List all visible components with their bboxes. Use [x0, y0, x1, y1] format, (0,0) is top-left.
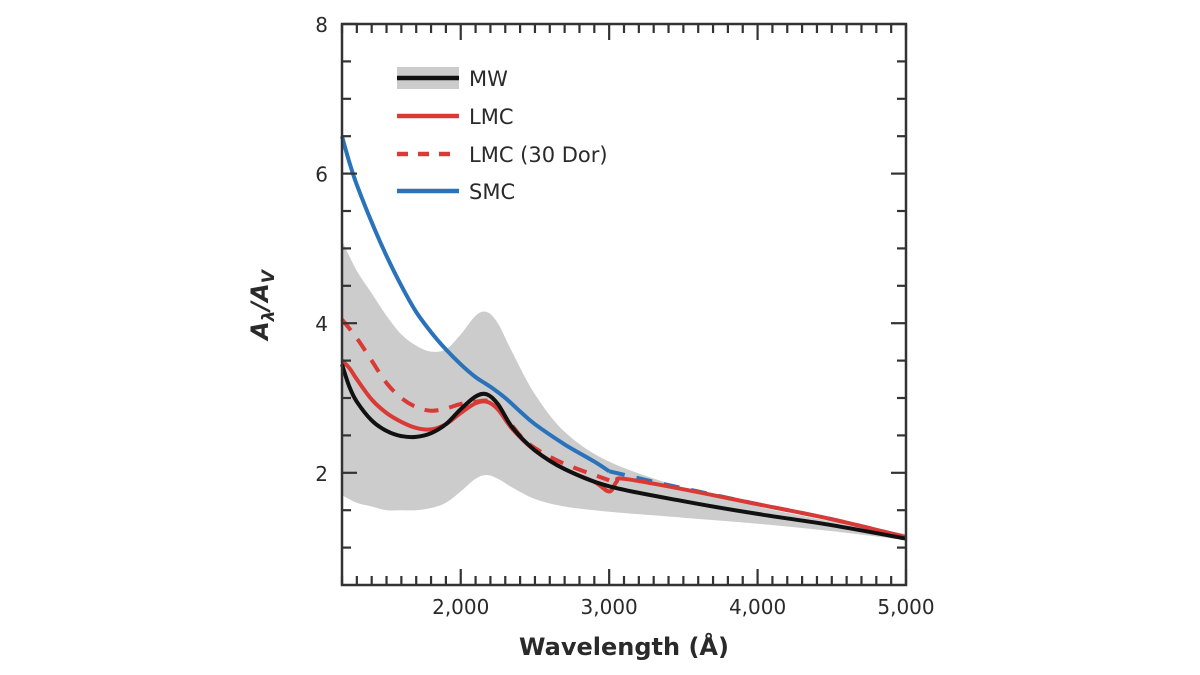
x-tick-label: 3,000 — [581, 595, 638, 619]
y-axis-title-main: A — [246, 321, 274, 342]
series-line-lmc-30-dor — [340, 318, 610, 483]
y-axis-title-slash: /A — [246, 283, 274, 313]
series-line-smc — [340, 135, 611, 473]
y-axis-title-sub1: λ — [259, 311, 279, 323]
y-tick-label: 6 — [315, 163, 328, 187]
mw-range-band-layer — [342, 240, 906, 541]
legend-item-smc: SMC — [397, 180, 515, 204]
series-layer — [340, 135, 907, 541]
legend-label: MW — [469, 67, 508, 91]
x-tick-label: 5,000 — [877, 595, 934, 619]
y-axis-title-sub2: V — [259, 268, 279, 283]
mw-range-band — [342, 240, 906, 541]
series-line-lmc — [340, 359, 907, 540]
x-tick-label: 2,000 — [432, 595, 489, 619]
legend-label: LMC (30 Dor) — [469, 143, 608, 167]
y-axis-title: Aλ/AV — [246, 268, 279, 342]
series-line-mw — [340, 363, 907, 541]
y-tick-label: 4 — [315, 312, 328, 336]
y-tick-label: 2 — [315, 462, 328, 486]
tick-labels: 2,000 3,000 4,000 5,000 2 4 6 8 — [315, 13, 934, 619]
ticks-layer — [340, 22, 908, 585]
legend-item-lmc: LMC — [397, 105, 513, 129]
legend-item-lmc-30dor: LMC (30 Dor) — [397, 143, 608, 167]
legend-label: LMC — [469, 105, 513, 129]
legend-label: SMC — [469, 180, 515, 204]
x-tick-label: 4,000 — [729, 595, 786, 619]
legend-item-mw: MW — [397, 67, 508, 91]
x-axis-title: Wavelength (Å) — [519, 632, 729, 661]
y-tick-label: 8 — [315, 13, 328, 37]
legend: MW LMC LMC (30 Dor) SMC — [397, 67, 608, 204]
